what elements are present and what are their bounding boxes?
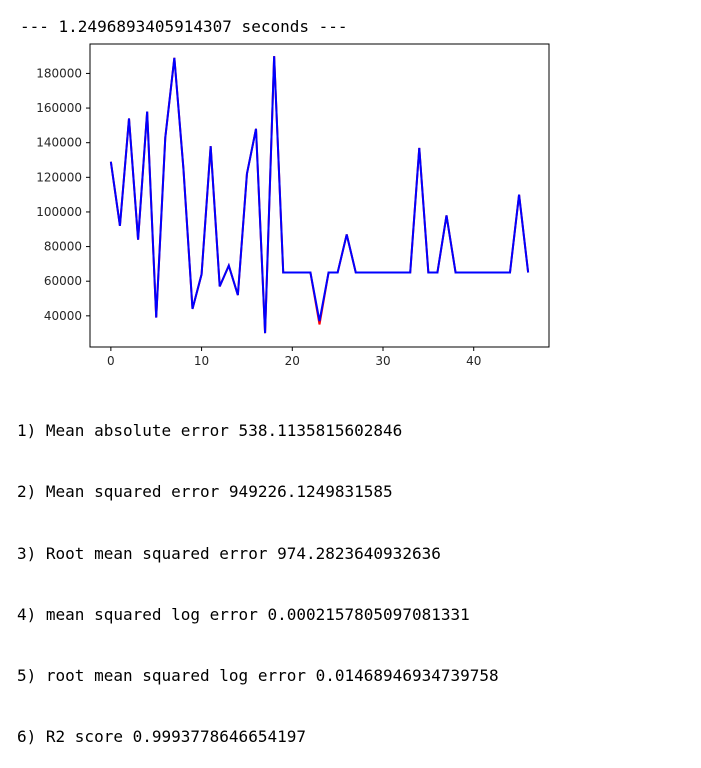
x-tick-label: 40 — [466, 354, 481, 368]
series-line-1 — [109, 56, 530, 334]
series-line-2 — [109, 56, 530, 334]
metric-r2: 6) R2 score 0.9993778646654197 — [17, 727, 306, 747]
line-chart: 0 10 20 30 40 40000 60000 80000 100000 120000 1400… — [36, 43, 550, 368]
metric-mae: 1) Mean absolute error 538.1135815602846 — [17, 421, 403, 440]
y-tick-label: 140000 — [36, 136, 82, 150]
metric-rmse: 3) Root mean squared error 974.282364093… — [17, 543, 441, 563]
plot-frame — [89, 43, 550, 348]
metric-msle: 4) mean squared log error 0.000215780509… — [17, 604, 470, 624]
y-tick-label: 180000 — [36, 66, 82, 80]
y-tick-label: 160000 — [36, 101, 82, 115]
metric-mse: 2) Mean squared error 949226.1249831585 — [17, 482, 393, 502]
timing-output: --- 1.2496893405914307 seconds --- — [20, 17, 348, 36]
y-tick-label: 80000 — [44, 240, 82, 254]
x-tick-label: 0 — [107, 354, 115, 368]
y-tick-label: 60000 — [44, 274, 82, 288]
x-tick-label: 20 — [285, 354, 300, 368]
y-tick-label: 100000 — [36, 205, 82, 219]
metrics-output: 1) Mean absolute error 538.1135815602846… — [17, 381, 499, 768]
y-tick-label: 120000 — [36, 170, 82, 184]
x-tick-label: 10 — [194, 354, 209, 368]
x-tick-label: 30 — [375, 354, 390, 368]
y-tick-label: 40000 — [44, 309, 82, 323]
metric-rmsle: 5) root mean squared log error 0.0146894… — [17, 666, 499, 686]
